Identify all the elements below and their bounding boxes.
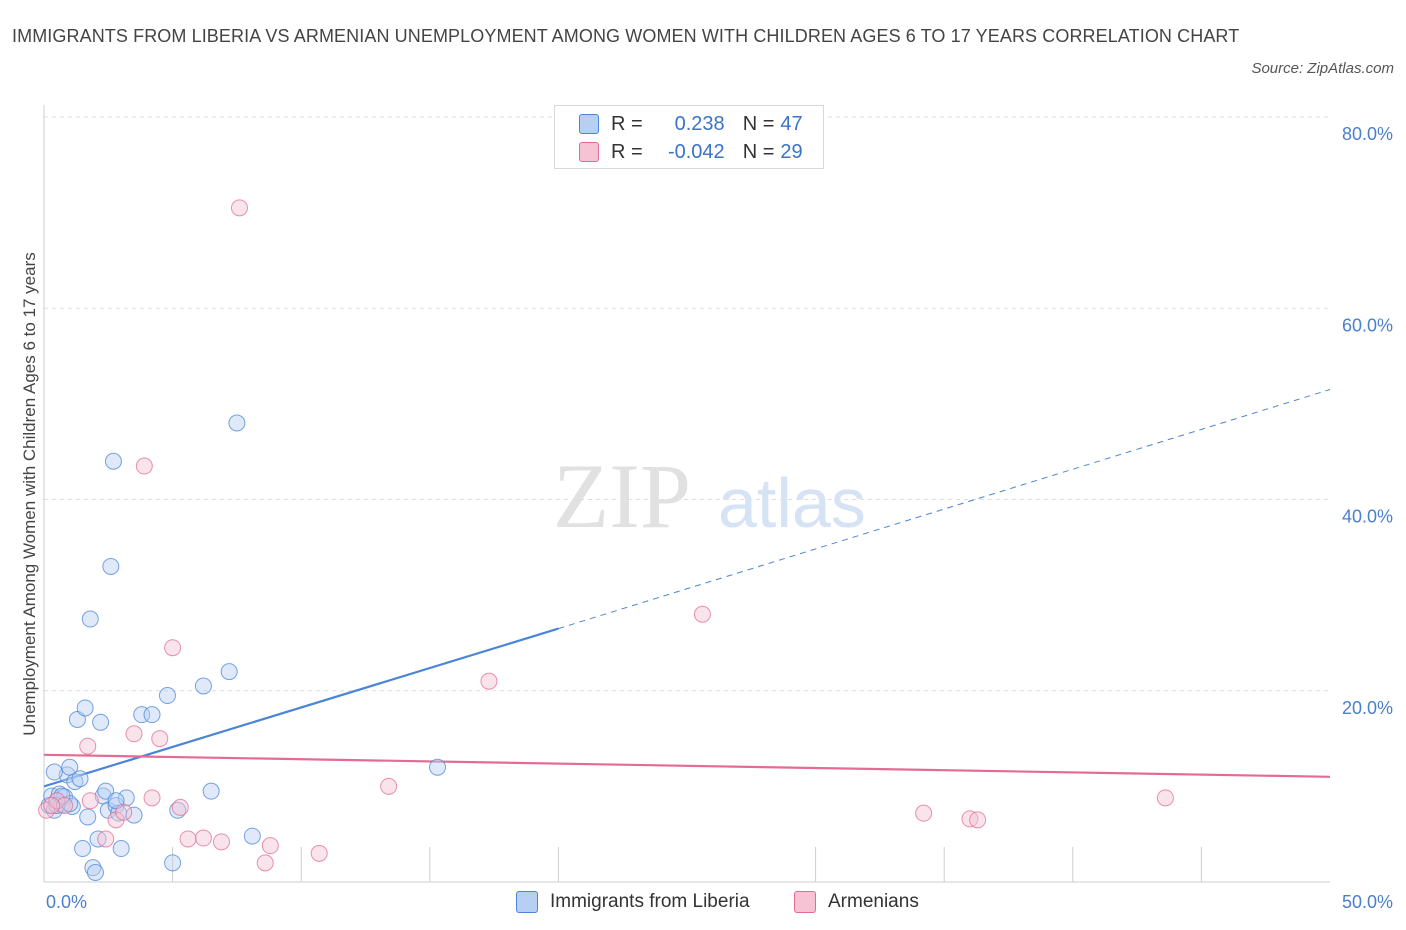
armenian-point [969, 811, 987, 829]
chart-title: IMMIGRANTS FROM LIBERIA VS ARMENIAN UNEM… [12, 26, 1240, 46]
liberia-point [86, 863, 104, 881]
liberia-point [104, 452, 122, 470]
y-axis-label: Unemployment Among Women with Children A… [20, 252, 39, 736]
armenian-point [380, 777, 398, 795]
y-tick-label: 60.0% [1342, 315, 1393, 335]
legend-n-value: 29 [780, 140, 803, 163]
legend-swatch-blue [579, 114, 599, 134]
liberia-point [84, 859, 102, 877]
legend-swatch-pink [579, 142, 599, 162]
liberia-point [74, 840, 92, 858]
armenian-point [56, 797, 74, 814]
liberia-point [76, 699, 94, 717]
armenian-point [915, 804, 933, 822]
bottom-legend-swatch-pink [794, 891, 816, 913]
bottom-legend-label: Immigrants from Liberia [550, 891, 750, 912]
liberia-point [117, 789, 135, 807]
armenian-point [135, 457, 153, 475]
liberia-point [243, 827, 261, 845]
armenian-point [151, 730, 169, 748]
y-tick-label: 40.0% [1342, 507, 1393, 527]
armenian-point [256, 854, 274, 872]
liberia-point [158, 687, 176, 705]
armenian-point [164, 639, 182, 657]
armenian-point [81, 792, 99, 810]
armenian-point [1156, 789, 1174, 807]
legend-n-label: N = [742, 140, 775, 163]
liberia-point [45, 763, 63, 781]
liberia-point [228, 414, 246, 432]
liberia-point [112, 840, 130, 858]
legend-r-value: 0.238 [674, 112, 725, 135]
armenian-point [115, 803, 133, 821]
armenian-point [179, 830, 197, 848]
bottom-legend-swatch-blue [516, 891, 538, 913]
liberia-point [194, 677, 212, 695]
axes [43, 105, 1330, 883]
armenian-point [97, 830, 115, 848]
armenian-point [125, 725, 143, 743]
legend-r-label: R = [611, 140, 643, 163]
armenian-point [693, 605, 711, 623]
armenian-point [171, 798, 189, 816]
armenian-point [79, 737, 97, 755]
y-tick-label: 20.0% [1342, 698, 1393, 718]
legend-r-value: -0.042 [667, 140, 725, 163]
watermark-atlas: atlas [718, 464, 866, 542]
bottom-legend-armenians: Armenians [794, 889, 919, 915]
legend-row-armenians: R = -0.042 N = 29 [579, 140, 803, 164]
liberia-point [220, 663, 238, 681]
liberia-trend-line [43, 627, 559, 788]
watermark: ZIP atlas [553, 445, 866, 547]
liberia-point [79, 808, 97, 826]
liberia-point [164, 854, 182, 872]
armenian-point [43, 797, 61, 814]
correlation-legend: R = 0.238 N = 47 R = -0.042 N = 29 [554, 105, 824, 169]
liberia-point [125, 806, 143, 824]
trend-lines [43, 389, 1331, 788]
liberia-point [92, 713, 110, 731]
x-tick-label-max: 50.0% [1342, 892, 1393, 912]
armenian-point [261, 837, 279, 855]
armenian-point [212, 833, 230, 851]
legend-n-label: N = [742, 112, 775, 135]
armenian-point [194, 829, 212, 847]
source-label: Source: ZipAtlas.com [1251, 60, 1394, 77]
bottom-legend-liberia: Immigrants from Liberia [516, 889, 750, 915]
data-points [38, 199, 1174, 881]
watermark-zip: ZIP [553, 445, 691, 547]
liberia-point [66, 773, 84, 791]
armenian-point [143, 789, 161, 807]
x-tick-label-min: 0.0% [46, 892, 87, 912]
legend-r-label: R = [611, 112, 643, 135]
armenian-point [310, 844, 328, 862]
liberia-point [102, 557, 120, 575]
armenian-point [230, 199, 248, 217]
armenian-point [480, 672, 498, 690]
liberia-point [429, 758, 447, 776]
liberia-point [143, 706, 161, 724]
liberia-point [71, 770, 89, 788]
legend-row-liberia: R = 0.238 N = 47 [579, 112, 803, 136]
liberia-point [169, 801, 187, 819]
liberia-trend-extension [558, 389, 1331, 630]
bottom-legend-label: Armenians [828, 891, 919, 912]
tick-labels: 20.0% 40.0% 60.0% 80.0% 0.0% 50.0% [46, 124, 1393, 912]
liberia-point [202, 782, 220, 800]
y-tick-label: 80.0% [1342, 124, 1393, 144]
liberia-point [81, 610, 99, 628]
armenian-trend-line [43, 753, 1331, 778]
legend-n-value: 47 [780, 112, 803, 135]
liberia-point [133, 706, 151, 724]
